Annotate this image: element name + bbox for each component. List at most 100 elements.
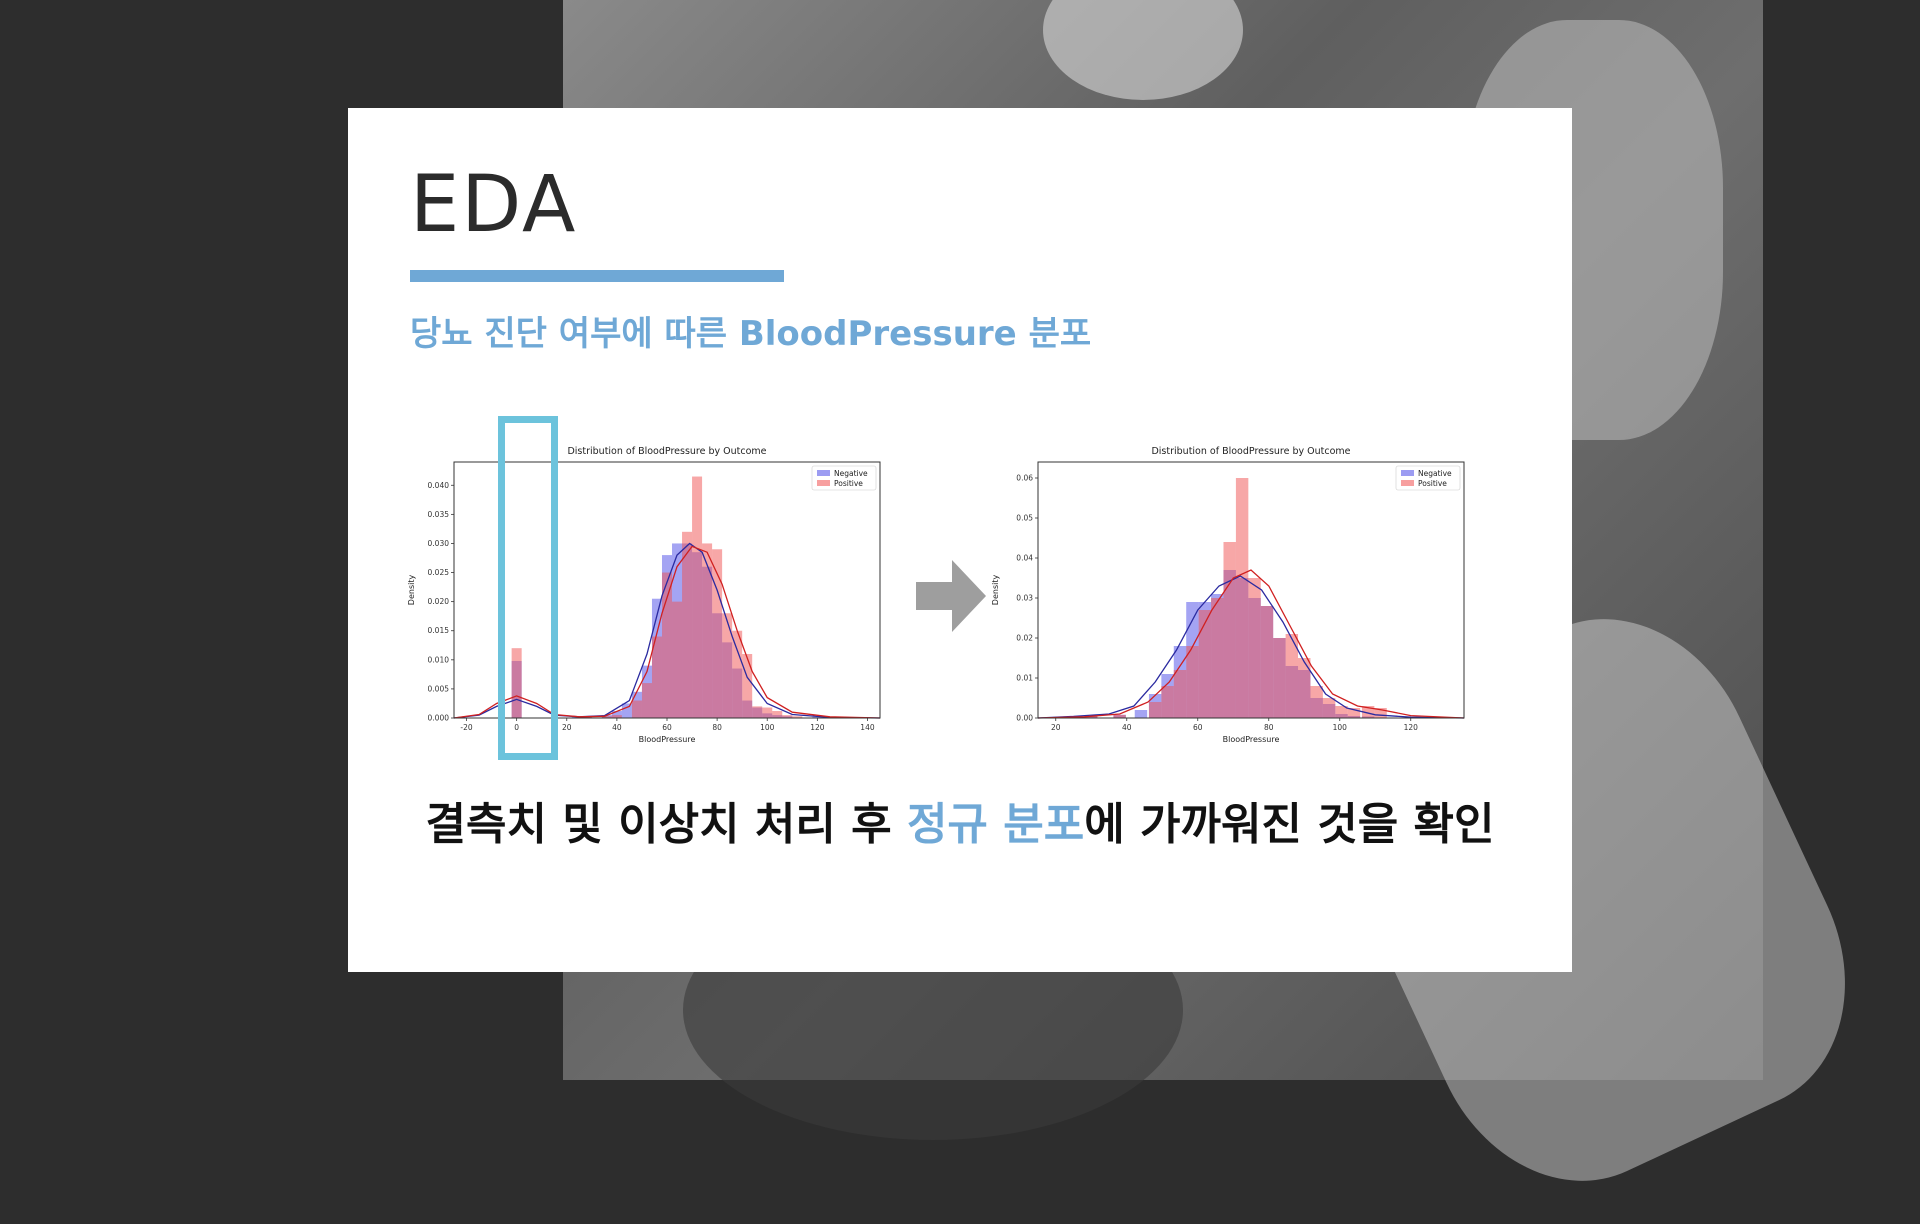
y-tick-label: 0.03 <box>1016 594 1033 603</box>
bar-positive <box>511 648 522 718</box>
legend-swatch-positive <box>817 480 830 486</box>
bar-positive <box>641 683 652 718</box>
legend-label-positive: Positive <box>1418 479 1447 488</box>
bar-positive <box>1310 686 1323 718</box>
kde-line-negative <box>1037 575 1465 719</box>
y-tick-label: 0.015 <box>428 626 450 635</box>
y-tick-label: 0.05 <box>1016 514 1033 523</box>
caption-text-before: 결측치 및 이상치 처리 후 <box>425 799 907 850</box>
bar-positive <box>1273 638 1286 718</box>
x-tick-label: -20 <box>460 723 472 732</box>
slide-caption: 결측치 및 이상치 처리 후 정규 분포에 가까워진 것을 확인 <box>348 788 1572 852</box>
x-tick-label: 80 <box>1264 723 1274 732</box>
caption-text-after: 에 가까워진 것을 확인 <box>1084 799 1495 850</box>
y-tick-label: 0.040 <box>428 481 450 490</box>
legend-swatch-positive <box>1401 480 1414 486</box>
bar-positive <box>1260 606 1274 718</box>
bar-positive <box>762 707 773 718</box>
bar-positive <box>1248 578 1261 718</box>
y-tick-label: 0.02 <box>1016 634 1033 643</box>
y-tick-label: 0.04 <box>1016 554 1033 563</box>
x-tick-label: 120 <box>810 723 825 732</box>
background-tape-roll-shape <box>1043 0 1243 100</box>
bar-positive <box>1186 646 1199 718</box>
slide-title: EDA <box>410 160 578 250</box>
bar-negative <box>611 711 622 718</box>
y-tick-label: 0.035 <box>428 510 450 519</box>
y-tick-label: 0.030 <box>428 539 450 548</box>
x-tick-label: 60 <box>1193 723 1203 732</box>
x-tick-label: 40 <box>612 723 622 732</box>
bar-positive <box>631 700 642 718</box>
bar-positive <box>712 549 723 718</box>
y-tick-label: 0.00 <box>1016 714 1033 723</box>
bar-positive <box>1235 478 1249 718</box>
legend-label-positive: Positive <box>834 479 863 488</box>
bar-positive <box>772 711 783 718</box>
bar-positive <box>1322 698 1336 718</box>
y-tick-label: 0.000 <box>428 714 450 723</box>
x-tick-label: 140 <box>860 723 875 732</box>
bar-positive <box>601 716 612 718</box>
x-tick-label: 0 <box>514 723 519 732</box>
bar-positive <box>1374 708 1387 718</box>
y-tick-label: 0.025 <box>428 568 450 577</box>
y-tick-label: 0.005 <box>428 684 450 693</box>
bar-negative <box>1134 710 1148 718</box>
kde-line-positive <box>453 545 881 719</box>
bar-positive <box>1347 708 1361 718</box>
chart-title: Distribution of BloodPressure by Outcome <box>567 446 766 457</box>
x-tick-label: 120 <box>1404 723 1419 732</box>
legend-label-negative: Negative <box>834 469 868 478</box>
bar-negative <box>812 716 823 718</box>
slide-subtitle: 당뇨 진단 여부에 따른 BloodPressure 분포 <box>410 314 1092 354</box>
x-tick-label: 20 <box>1051 723 1061 732</box>
bar-positive <box>792 716 803 718</box>
bar-positive <box>672 601 683 718</box>
chart-title: Distribution of BloodPressure by Outcome <box>1151 446 1350 457</box>
bar-positive <box>752 706 763 718</box>
y-axis-label: Density <box>407 575 416 606</box>
bar-positive <box>682 531 693 718</box>
legend-swatch-negative <box>817 470 830 476</box>
legend-label-negative: Negative <box>1418 469 1452 478</box>
bar-positive <box>1298 658 1311 718</box>
plot-frame <box>1037 461 1465 719</box>
x-tick-label: 60 <box>662 723 672 732</box>
bar-positive <box>1211 598 1224 718</box>
right-arrow-icon <box>916 560 986 632</box>
y-axis-label: Density <box>991 575 1000 606</box>
caption-accent: 정규 분포 <box>906 799 1085 850</box>
y-tick-label: 0.06 <box>1016 474 1033 483</box>
bar-positive <box>692 476 703 718</box>
bar-positive <box>782 715 793 718</box>
x-tick-label: 100 <box>1333 723 1348 732</box>
kde-line-positive <box>1037 569 1465 719</box>
bar-positive <box>611 715 622 718</box>
bar-positive <box>1113 714 1126 718</box>
bar-positive <box>722 613 733 718</box>
x-axis-label: BloodPressure <box>639 735 696 744</box>
bar-positive <box>1335 706 1348 718</box>
x-tick-label: 20 <box>562 723 572 732</box>
chart-after: Distribution of BloodPressure by Outcome… <box>991 446 1465 744</box>
x-tick-label: 100 <box>760 723 775 732</box>
title-underline <box>410 270 784 282</box>
x-axis-label: BloodPressure <box>1223 735 1280 744</box>
bar-positive <box>1198 610 1212 718</box>
bar-negative <box>621 703 632 718</box>
bar-positive <box>702 543 713 718</box>
x-tick-label: 40 <box>1122 723 1132 732</box>
legend-swatch-negative <box>1401 470 1414 476</box>
highlight-box <box>498 416 558 760</box>
bar-positive <box>1085 716 1098 718</box>
bar-positive <box>732 630 743 718</box>
bar-positive <box>1161 686 1174 718</box>
bar-positive <box>1148 702 1162 718</box>
chart-before: Distribution of BloodPressure by Outcome… <box>407 446 881 744</box>
y-tick-label: 0.01 <box>1016 674 1033 683</box>
slide-card: EDA 당뇨 진단 여부에 따른 BloodPressure 분포 Distri… <box>348 108 1572 972</box>
y-tick-label: 0.010 <box>428 655 450 664</box>
bar-positive <box>1223 542 1236 718</box>
bar-positive <box>742 654 753 718</box>
